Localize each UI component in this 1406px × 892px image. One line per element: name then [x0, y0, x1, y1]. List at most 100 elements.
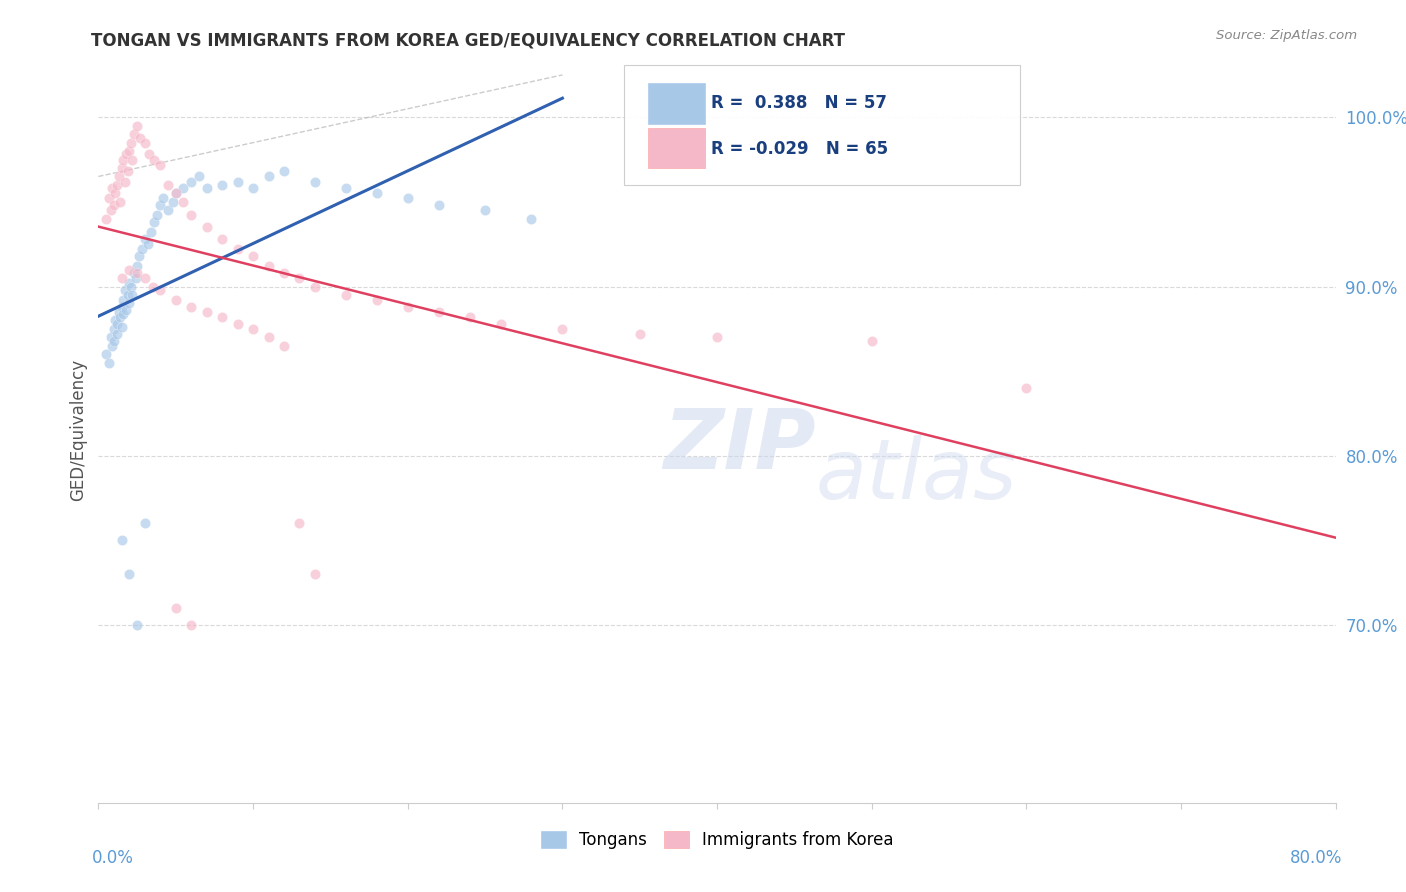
Point	[117, 164, 139, 178]
Point	[118, 296, 141, 310]
Point	[304, 175, 326, 189]
Point	[335, 181, 357, 195]
Point	[143, 215, 166, 229]
Point	[96, 347, 118, 361]
Text: R = -0.029   N = 65: R = -0.029 N = 65	[711, 140, 889, 158]
Point	[118, 144, 141, 158]
Point	[172, 194, 194, 209]
Point	[242, 181, 264, 195]
Point	[112, 307, 135, 321]
Point	[520, 211, 543, 226]
Point	[149, 283, 172, 297]
Point	[121, 288, 143, 302]
Point	[165, 293, 187, 307]
Point	[396, 300, 419, 314]
Point	[134, 136, 156, 150]
Point	[165, 601, 187, 615]
Point	[146, 208, 169, 222]
Point	[104, 313, 127, 327]
Point	[122, 127, 145, 141]
Point	[111, 161, 132, 175]
Point	[127, 618, 149, 632]
Point	[152, 192, 174, 206]
Point	[108, 194, 131, 209]
Point	[149, 158, 172, 172]
Point	[122, 266, 145, 280]
Point	[120, 136, 142, 150]
Point	[157, 203, 180, 218]
Text: ZIP: ZIP	[664, 405, 815, 486]
Point	[98, 356, 121, 370]
Point	[111, 533, 132, 548]
FancyBboxPatch shape	[648, 83, 704, 123]
Point	[118, 262, 141, 277]
Point	[180, 300, 202, 314]
Point	[195, 305, 218, 319]
Point	[335, 288, 357, 302]
Point	[257, 330, 280, 344]
Point	[211, 178, 233, 192]
Point	[366, 186, 388, 201]
Point	[129, 130, 152, 145]
Point	[134, 232, 156, 246]
Point	[101, 181, 124, 195]
Text: atlas: atlas	[815, 434, 1018, 516]
Point	[257, 169, 280, 184]
Text: 0.0%: 0.0%	[91, 849, 134, 867]
Point	[257, 259, 280, 273]
Text: 80.0%: 80.0%	[1291, 849, 1343, 867]
Point	[127, 259, 149, 273]
Point	[242, 249, 264, 263]
Point	[98, 192, 121, 206]
Point	[195, 220, 218, 235]
Point	[195, 181, 218, 195]
Point	[211, 310, 233, 324]
Point	[288, 271, 311, 285]
Point	[143, 153, 166, 167]
Point	[366, 293, 388, 307]
Point	[112, 153, 135, 167]
Y-axis label: GED/Equivalency: GED/Equivalency	[69, 359, 87, 501]
Point	[114, 283, 136, 297]
Point	[117, 288, 139, 302]
Point	[134, 271, 156, 285]
Point	[273, 339, 295, 353]
Point	[489, 317, 512, 331]
Point	[162, 194, 184, 209]
Point	[427, 305, 450, 319]
Point	[105, 178, 128, 192]
FancyBboxPatch shape	[624, 65, 1021, 185]
Point	[551, 322, 574, 336]
Point	[107, 305, 129, 319]
Point	[120, 279, 142, 293]
Point	[304, 279, 326, 293]
Point	[860, 334, 883, 348]
Point	[103, 322, 125, 336]
Point	[108, 310, 131, 324]
Point	[180, 175, 202, 189]
Point	[427, 198, 450, 212]
Point	[149, 198, 172, 212]
Text: R =  0.388   N = 57: R = 0.388 N = 57	[711, 95, 887, 112]
Point	[474, 203, 496, 218]
Point	[458, 310, 481, 324]
Point	[115, 147, 138, 161]
Point	[396, 192, 419, 206]
Point	[304, 567, 326, 582]
Point	[111, 271, 132, 285]
Point	[136, 237, 159, 252]
Point	[124, 271, 146, 285]
Point	[226, 317, 249, 331]
Point	[115, 303, 138, 318]
Point	[107, 169, 129, 184]
Point	[105, 317, 128, 331]
Point	[273, 266, 295, 280]
Point	[111, 300, 132, 314]
Point	[188, 169, 211, 184]
Point	[96, 211, 118, 226]
Point	[100, 330, 122, 344]
Point	[101, 339, 124, 353]
Point	[103, 198, 125, 212]
Point	[131, 242, 153, 256]
Point	[127, 266, 149, 280]
